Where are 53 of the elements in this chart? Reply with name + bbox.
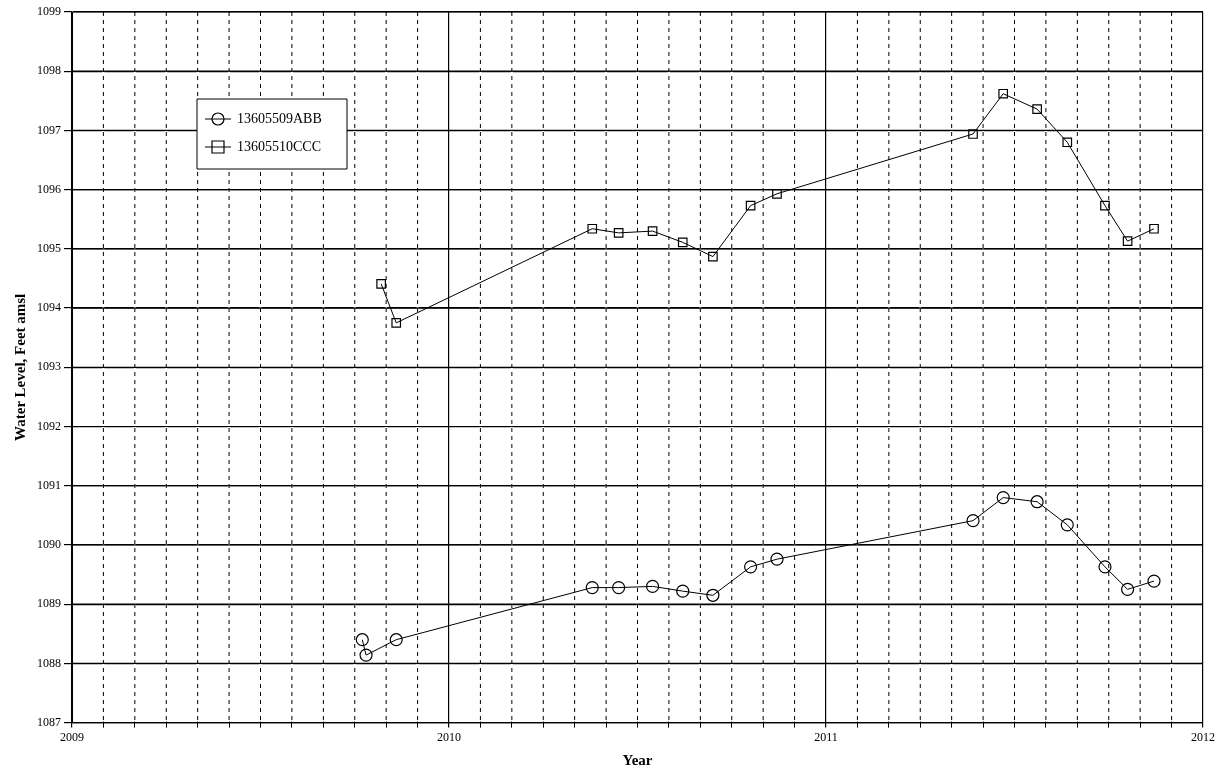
point <box>968 129 978 139</box>
y-tick-label: 1088 <box>37 655 61 670</box>
x-tick-label: 2009 <box>60 729 84 744</box>
point <box>585 580 599 595</box>
point <box>677 237 688 248</box>
point <box>612 580 626 595</box>
point <box>355 633 369 647</box>
y-tick-label: 1090 <box>37 537 61 552</box>
point <box>645 579 660 593</box>
point <box>1030 495 1044 509</box>
point <box>1122 236 1133 247</box>
legend-label: 13605510CCC <box>237 138 322 154</box>
point <box>708 251 718 262</box>
point <box>744 560 758 574</box>
legend-label: 13605509ABB <box>237 110 322 126</box>
point <box>613 228 624 238</box>
x-tick-label: 2011 <box>814 729 838 744</box>
point <box>996 490 1010 505</box>
point <box>1060 518 1074 532</box>
point <box>998 88 1009 99</box>
point <box>770 552 784 566</box>
point <box>745 200 756 211</box>
y-tick-label: 1099 <box>37 4 61 19</box>
y-tick-label: 1096 <box>37 181 61 196</box>
x-tick-label: 2012 <box>1191 729 1215 744</box>
y-axis-title: Water Level, Feet amsl <box>11 293 28 441</box>
y-tick-label: 1095 <box>37 241 61 256</box>
point <box>647 226 658 236</box>
point <box>359 648 373 662</box>
point <box>391 318 402 328</box>
y-tick-label: 1089 <box>37 596 61 611</box>
y-tick-label: 1093 <box>37 359 61 374</box>
point <box>1100 200 1110 211</box>
point <box>1147 574 1161 588</box>
point <box>966 514 980 528</box>
y-tick-label: 1097 <box>37 122 61 137</box>
point <box>1098 560 1112 574</box>
point <box>706 588 720 602</box>
point <box>389 633 403 647</box>
point <box>1062 137 1073 148</box>
point <box>676 584 690 598</box>
y-tick-label: 1092 <box>37 418 61 433</box>
x-tick-label: 2010 <box>437 729 461 744</box>
point <box>376 278 386 289</box>
y-tick-label: 1091 <box>37 477 61 492</box>
y-tick-label: 1087 <box>37 714 61 729</box>
y-tick-label: 1094 <box>37 300 61 315</box>
y-tick-label: 1098 <box>37 63 61 78</box>
x-axis-title: Year <box>622 751 653 768</box>
point <box>1032 104 1042 114</box>
point <box>1149 223 1159 234</box>
point <box>1121 582 1135 596</box>
point <box>587 223 598 234</box>
